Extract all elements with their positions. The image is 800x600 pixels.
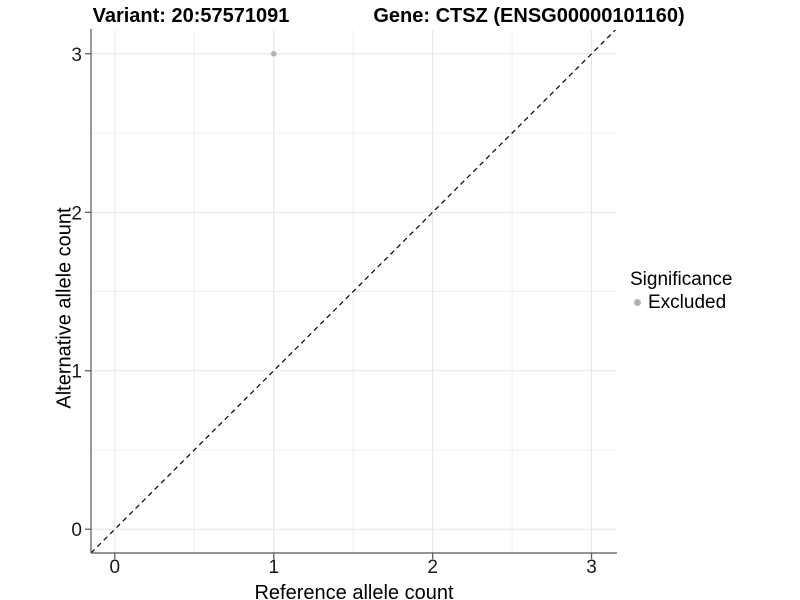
y-tick-label: 3 [71,45,82,66]
identity-dashed-line [90,29,616,554]
legend-item-excluded: Excluded [630,291,732,314]
legend: Significance Excluded [630,268,732,314]
plot-title-variant: Variant: 20:57571091 [92,5,290,27]
y-tick-label: 1 [71,362,82,383]
y-tick-label: 2 [71,203,82,224]
data-point [270,50,277,57]
x-tick-label: 2 [427,557,438,578]
x-tick-label: 0 [110,557,121,578]
legend-title: Significance [630,269,733,290]
y-tick-label: 0 [71,520,82,541]
x-tick-label: 1 [268,557,279,578]
legend-point-icon [634,299,641,306]
x-tick-label: 3 [586,557,597,578]
plot-title-gene: Gene: CTSZ (ENSG00000101160) [373,5,685,27]
legend-item-label: Excluded [648,291,727,313]
y-axis-title: Alternative allele count [53,207,76,409]
x-axis-title: Reference allele count [254,582,454,600]
